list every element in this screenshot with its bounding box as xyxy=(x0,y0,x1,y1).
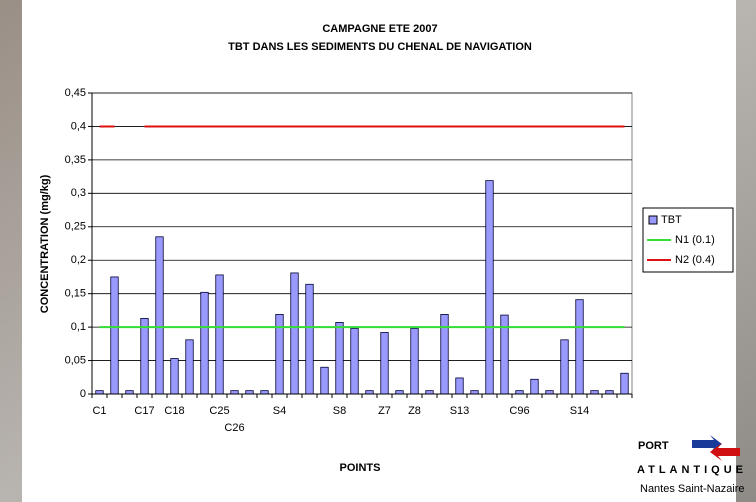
bar xyxy=(395,390,404,395)
x-tick-label: C26 xyxy=(224,422,244,434)
bar xyxy=(305,283,314,395)
bar xyxy=(170,358,179,395)
bar xyxy=(215,274,224,395)
y-tick-label: 0,05 xyxy=(65,354,86,366)
bar xyxy=(155,236,164,395)
y-tick-label: 0,25 xyxy=(65,221,86,233)
y-tick-label: 0 xyxy=(80,388,86,400)
bar xyxy=(530,378,539,395)
bar xyxy=(335,322,344,395)
x-axis-label: POINTS xyxy=(340,462,381,474)
bar xyxy=(485,180,494,395)
bar xyxy=(560,339,569,395)
bar xyxy=(350,328,359,395)
y-tick-label: 0,15 xyxy=(65,288,86,300)
chart-subtitle: TBT DANS LES SEDIMENTS DU CHENAL DE NAVI… xyxy=(228,41,532,53)
bar xyxy=(260,390,269,395)
bar xyxy=(575,299,584,395)
x-tick-label: S14 xyxy=(570,405,590,417)
y-axis-label: CONCENTRATION (mg/kg) xyxy=(39,174,51,313)
legend xyxy=(642,207,734,273)
bar xyxy=(140,318,149,395)
bar xyxy=(590,390,599,395)
logo-text: PORT xyxy=(638,440,669,452)
y-tick-label: 0,45 xyxy=(65,87,86,99)
y-tick-label: 0,35 xyxy=(65,154,86,166)
x-tick-label: S8 xyxy=(333,405,346,417)
legend-label: TBT xyxy=(661,214,682,226)
bar xyxy=(365,390,374,395)
x-tick-label: C25 xyxy=(209,405,229,417)
legend-label: N2 (0.4) xyxy=(675,254,715,266)
bar xyxy=(290,272,299,395)
bar xyxy=(200,291,209,395)
bar xyxy=(455,377,464,395)
y-tick-label: 0,3 xyxy=(71,187,86,199)
x-tick-label: S4 xyxy=(273,405,286,417)
bar xyxy=(320,366,329,395)
y-tick-label: 0,4 xyxy=(71,120,86,132)
bar xyxy=(230,390,239,395)
x-tick-label: C96 xyxy=(509,405,529,417)
y-tick-label: 0,2 xyxy=(71,254,86,266)
x-tick-label: Z8 xyxy=(408,405,421,417)
x-tick-label: C1 xyxy=(92,405,106,417)
bar xyxy=(425,390,434,395)
bar xyxy=(95,390,104,395)
bar xyxy=(605,390,614,395)
x-tick-label: C18 xyxy=(164,405,184,417)
bar xyxy=(515,390,524,395)
bar xyxy=(470,390,479,395)
bar xyxy=(620,372,629,395)
bar xyxy=(245,390,254,395)
bar xyxy=(185,339,194,395)
bar xyxy=(125,390,134,395)
x-tick-label: S13 xyxy=(450,405,470,417)
bar xyxy=(110,276,119,395)
legend-swatch xyxy=(648,215,658,225)
bar xyxy=(380,332,389,395)
logo-arrow xyxy=(710,443,740,461)
bar xyxy=(545,390,554,395)
logo-text: Nantes Saint-Nazaire xyxy=(640,483,745,495)
x-tick-label: C17 xyxy=(134,405,154,417)
plot-area xyxy=(91,92,633,395)
x-tick-label: Z7 xyxy=(378,405,391,417)
logo-arrow xyxy=(692,435,722,453)
y-tick-label: 0,1 xyxy=(71,321,86,333)
bar xyxy=(410,328,419,395)
chart-title: CAMPAGNE ETE 2007 xyxy=(322,23,437,35)
legend-label: N1 (0.1) xyxy=(675,234,715,246)
